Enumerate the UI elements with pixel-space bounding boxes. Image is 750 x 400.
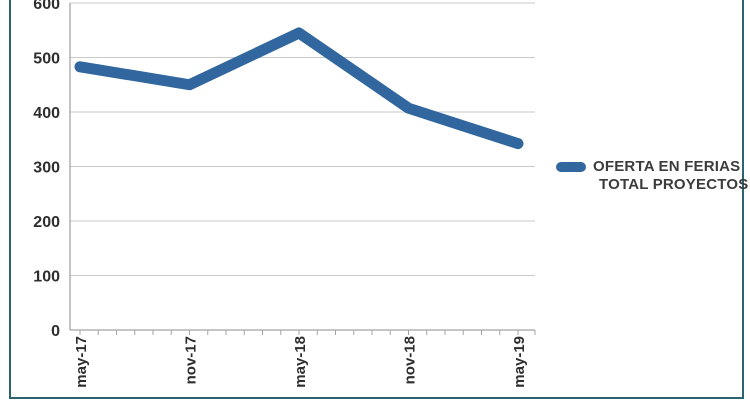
y-axis-label: 300 [33, 160, 60, 177]
legend-label: OFERTA EN FERIAS TOTAL PROYECTOS [593, 158, 748, 194]
x-axis-label: may-17 [73, 336, 90, 388]
x-axis-label: may-18 [292, 336, 309, 388]
y-axis-label: 600 [33, 0, 60, 13]
x-axis-label: nov-17 [183, 336, 200, 384]
legend-label-line2: TOTAL PROYECTOS [599, 176, 749, 193]
data-line [74, 27, 524, 150]
x-axis-label: nov-18 [402, 336, 419, 384]
legend-label-line1: OFERTA EN FERIAS [593, 158, 741, 175]
y-axis-label: 200 [33, 214, 60, 231]
x-axis-label: may-19 [511, 336, 528, 388]
y-axis-label: 400 [33, 105, 60, 122]
y-axis-label: 500 [33, 51, 60, 68]
legend: OFERTA EN FERIAS TOTAL PROYECTOS [556, 158, 748, 194]
y-axis-label: 0 [51, 323, 60, 340]
legend-line-marker [556, 162, 586, 172]
y-axis-label: 100 [33, 269, 60, 286]
